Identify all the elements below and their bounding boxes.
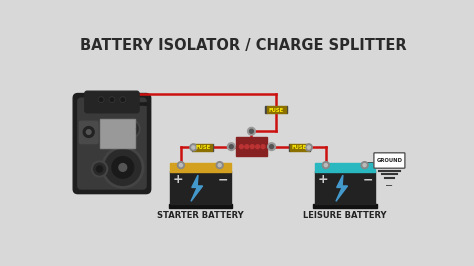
- Text: FUSE: FUSE: [269, 107, 284, 113]
- Circle shape: [112, 157, 134, 178]
- FancyBboxPatch shape: [169, 204, 232, 208]
- Circle shape: [109, 97, 115, 103]
- FancyBboxPatch shape: [374, 153, 405, 168]
- Circle shape: [228, 143, 235, 151]
- FancyBboxPatch shape: [193, 144, 212, 151]
- Circle shape: [247, 127, 255, 135]
- FancyBboxPatch shape: [170, 171, 230, 204]
- Text: BATTERY ISOLATOR / CHARGE SPLITTER: BATTERY ISOLATOR / CHARGE SPLITTER: [80, 38, 406, 53]
- Circle shape: [245, 145, 249, 149]
- Circle shape: [121, 120, 140, 138]
- Circle shape: [98, 97, 104, 103]
- FancyBboxPatch shape: [267, 106, 285, 113]
- Circle shape: [120, 97, 126, 103]
- FancyBboxPatch shape: [313, 204, 377, 208]
- FancyBboxPatch shape: [100, 119, 135, 148]
- Text: −: −: [218, 173, 228, 186]
- Circle shape: [86, 130, 91, 134]
- Polygon shape: [191, 175, 202, 201]
- Circle shape: [361, 162, 368, 169]
- Circle shape: [83, 127, 94, 138]
- Circle shape: [239, 145, 243, 149]
- FancyBboxPatch shape: [309, 144, 310, 151]
- Text: +: +: [173, 173, 183, 186]
- Circle shape: [324, 164, 328, 167]
- Polygon shape: [336, 175, 347, 201]
- Circle shape: [192, 146, 195, 149]
- Circle shape: [96, 166, 103, 172]
- Circle shape: [218, 164, 221, 167]
- FancyBboxPatch shape: [192, 144, 193, 151]
- Circle shape: [305, 144, 312, 151]
- Text: FUSE: FUSE: [195, 145, 210, 150]
- Circle shape: [270, 145, 273, 149]
- Circle shape: [92, 161, 107, 177]
- Circle shape: [261, 145, 265, 149]
- FancyBboxPatch shape: [78, 98, 146, 189]
- Circle shape: [103, 147, 143, 188]
- FancyBboxPatch shape: [80, 121, 98, 144]
- Circle shape: [250, 145, 254, 149]
- FancyBboxPatch shape: [101, 120, 134, 147]
- Text: −: −: [385, 181, 393, 191]
- Circle shape: [190, 144, 197, 151]
- Text: −: −: [363, 173, 373, 186]
- Circle shape: [249, 129, 254, 133]
- Circle shape: [119, 164, 127, 171]
- FancyBboxPatch shape: [315, 163, 375, 172]
- FancyBboxPatch shape: [73, 94, 151, 194]
- Text: STARTER BATTERY: STARTER BATTERY: [157, 211, 244, 221]
- Circle shape: [229, 145, 233, 149]
- Circle shape: [255, 145, 260, 149]
- Text: FUSE: FUSE: [292, 145, 307, 150]
- FancyBboxPatch shape: [289, 144, 290, 151]
- Circle shape: [363, 164, 366, 167]
- FancyBboxPatch shape: [285, 106, 287, 113]
- Circle shape: [307, 146, 310, 149]
- FancyBboxPatch shape: [290, 144, 309, 151]
- Circle shape: [322, 162, 329, 169]
- FancyBboxPatch shape: [315, 171, 375, 204]
- FancyBboxPatch shape: [265, 106, 267, 113]
- FancyBboxPatch shape: [85, 91, 139, 113]
- Text: GROUND: GROUND: [376, 158, 402, 163]
- Circle shape: [268, 143, 275, 151]
- Text: LEISURE BATTERY: LEISURE BATTERY: [303, 211, 387, 221]
- FancyBboxPatch shape: [170, 163, 230, 172]
- FancyBboxPatch shape: [236, 138, 267, 156]
- FancyBboxPatch shape: [212, 144, 213, 151]
- Circle shape: [177, 162, 184, 169]
- Circle shape: [179, 164, 182, 167]
- Circle shape: [216, 162, 223, 169]
- Text: +: +: [318, 173, 328, 186]
- Circle shape: [127, 125, 135, 133]
